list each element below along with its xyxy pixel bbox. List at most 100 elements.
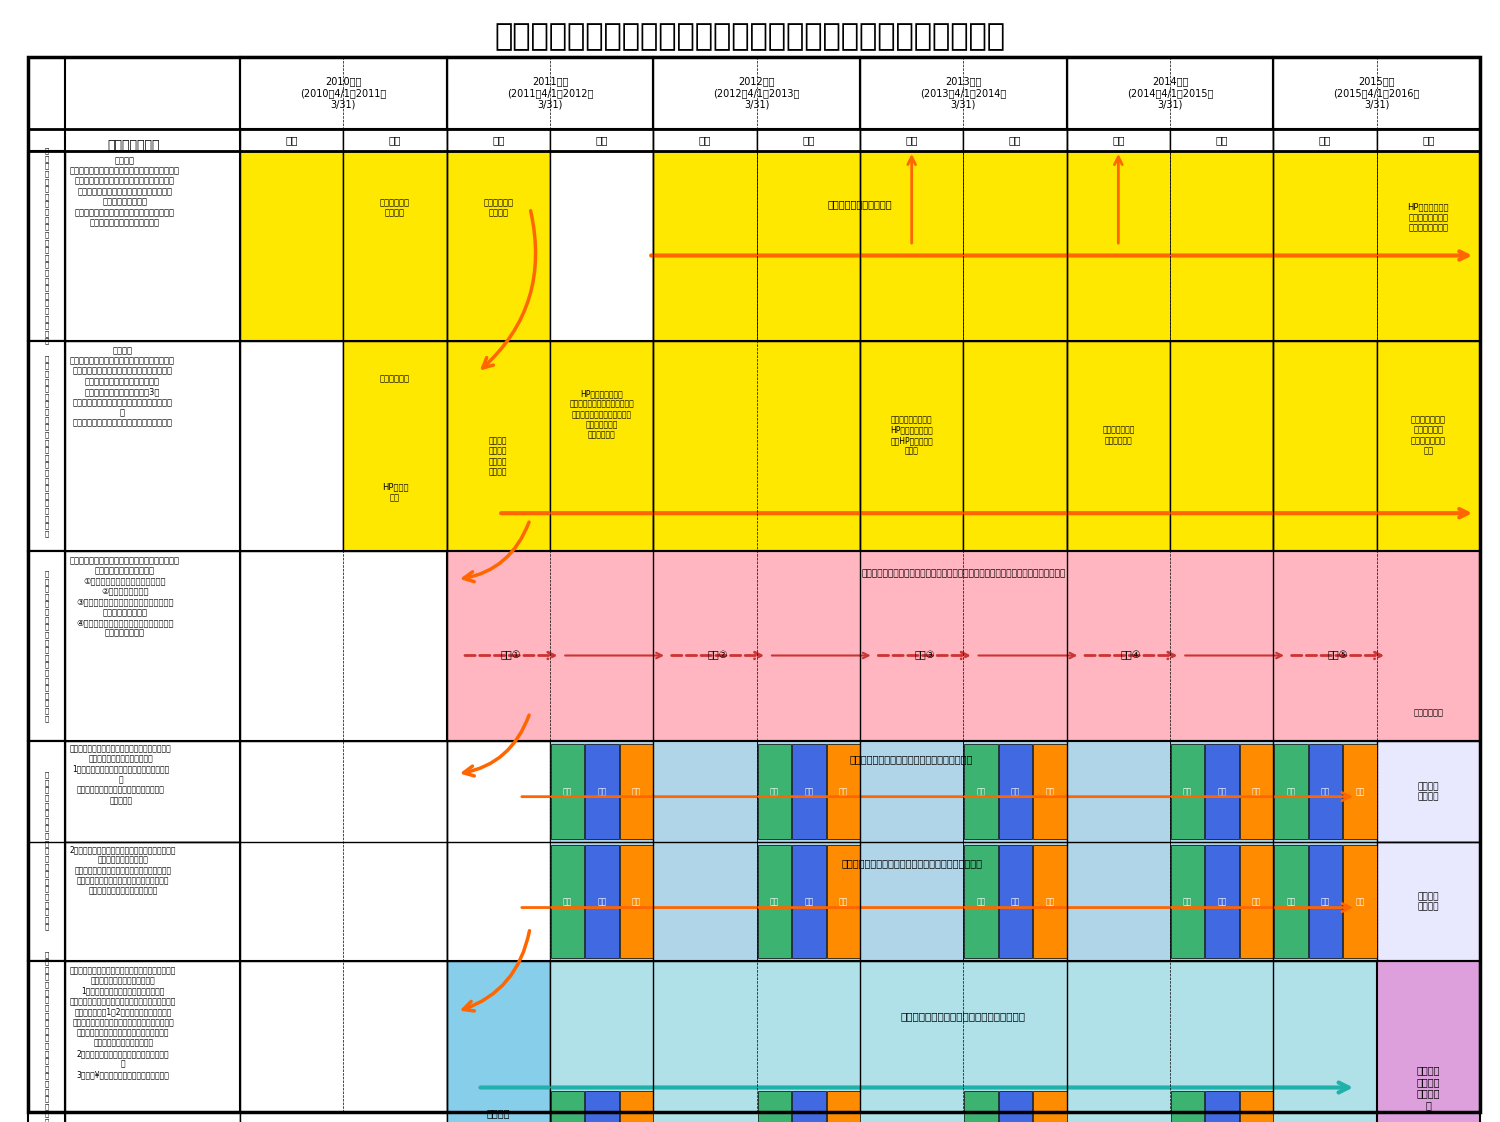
Text: 専門サイトとしての
HPのコンテンツ発
信、HP検索システ
ム構築: 専門サイトとしての HPのコンテンツ発 信、HP検索システ ム構築 <box>891 415 933 456</box>
Text: 評価: 評価 <box>1011 788 1020 797</box>
Bar <box>1170 341 1274 551</box>
Bar <box>1377 962 1480 1122</box>
Bar <box>1170 843 1274 962</box>
Bar <box>963 341 1066 551</box>
Bar <box>859 151 1066 341</box>
Text: 大
学
院
教
育
に
お
け
る
エ
ン
ド
・
オ
ブ
・
ラ
イ
フ
ケ
ア
看
護
学
の
教
育
・
研
究
・
実
践
の
統
合: 大 学 院 教 育 に お け る エ ン ド ・ オ ブ ・ ラ イ フ ケ … <box>45 951 48 1122</box>
Text: 改善: 改善 <box>1252 788 1262 797</box>
Bar <box>585 845 620 958</box>
Text: 改善: 改善 <box>1046 788 1054 797</box>
Text: 後期: 後期 <box>596 135 608 145</box>
Bar <box>859 129 963 151</box>
Text: 評価: 評価 <box>597 788 608 797</box>
Bar <box>447 741 550 962</box>
Bar <box>1310 845 1342 958</box>
Bar <box>756 129 859 151</box>
Bar <box>758 744 790 839</box>
Text: 2013年度
(2013年4/1～2014年
3/31): 2013年度 (2013年4/1～2014年 3/31) <box>920 76 1007 110</box>
Text: 改善: 改善 <box>1356 788 1365 797</box>
Text: HP・ロゴ
作成: HP・ロゴ 作成 <box>381 482 408 502</box>
Text: 改善: 改善 <box>839 898 848 907</box>
Bar <box>756 741 859 843</box>
Text: 前期: 前期 <box>699 135 711 145</box>
Text: 改善: 改善 <box>1356 898 1365 907</box>
Bar <box>550 1091 585 1122</box>
Text: 2010年度
(2010年4/1～2011年
3/31): 2010年度 (2010年4/1～2011年 3/31) <box>300 76 387 110</box>
Text: 実施: 実施 <box>1287 788 1296 797</box>
Bar <box>240 57 447 129</box>
Bar <box>550 129 654 151</box>
Text: 改善: 改善 <box>1046 898 1054 907</box>
Text: 前期: 前期 <box>285 135 298 145</box>
Bar <box>756 843 859 962</box>
Text: イギリスの緩
ケア視察: イギリスの緩 ケア視察 <box>380 199 410 218</box>
Text: ニュース
レター、
勉強会の
開催準備: ニュース レター、 勉強会の 開催準備 <box>489 436 507 477</box>
Bar <box>64 962 240 1122</box>
Bar <box>1034 845 1066 958</box>
Text: 後期: 後期 <box>1008 135 1022 145</box>
Text: エ
ン
ド
・
オ
ブ
・
ラ
イ
フ
ケ
ア
看
護
学
に
関
す
る
情
報
収
集
と
蓄
積: エ ン ド ・ オ ブ ・ ラ イ フ ケ ア 看 護 学 に 関 す る 情 … <box>45 148 48 344</box>
Bar <box>447 151 550 341</box>
Bar <box>1066 843 1170 962</box>
Bar <box>654 341 860 551</box>
Text: 開講記念講演: 開講記念講演 <box>380 375 410 384</box>
Bar <box>620 845 654 958</box>
Bar <box>654 741 756 843</box>
Text: 試行期間: 試行期間 <box>486 1107 510 1118</box>
Text: 地
域
社
会
に
向
け
た
普
及
の
た
め
の
発
信
と
相
互
交
流
の
推
進: 地 域 社 会 に 向 け た 普 及 の た め の 発 信 と 相 互 交 … <box>45 356 48 536</box>
Text: 【目的】日本型エンド・オブ・ライフケア看護学
の理論的基盤を構築する。
①領域横断的研究の企画推進と実施
②学術的成果の発信
③各年度で当該領域の専門学会での発: 【目的】日本型エンド・オブ・ライフケア看護学 の理論的基盤を構築する。 ①領域横… <box>70 557 180 637</box>
Text: 2012年度
(2012年4/1～2013年
3/31): 2012年度 (2012年4/1～2013年 3/31) <box>714 76 800 110</box>
Bar <box>240 551 447 741</box>
Bar <box>963 843 1066 962</box>
Bar <box>1274 741 1377 843</box>
Bar <box>240 741 447 962</box>
Bar <box>963 741 1066 843</box>
Text: 評価: 評価 <box>1322 898 1330 907</box>
Text: 改善: 改善 <box>839 788 848 797</box>
Bar <box>1342 744 1377 839</box>
Bar <box>447 551 1480 741</box>
Bar <box>827 1091 860 1122</box>
Bar <box>1066 57 1274 129</box>
Text: 【目的】
地域社会の人々がエンド・オブ・ライフケアに
関する考えを意識化し、専門家と共に医療の
在り方を考える機会を提供する。
内容：開講記念公演の開催　3月
: 【目的】 地域社会の人々がエンド・オブ・ライフケアに 関する考えを意識化し、専門… <box>70 346 176 427</box>
Bar <box>792 1091 825 1122</box>
Bar <box>1377 151 1480 341</box>
Bar <box>792 744 825 839</box>
Bar <box>240 341 344 551</box>
Text: 2014年度
(2014年4/1～2015年
3/31): 2014年度 (2014年4/1～2015年 3/31) <box>1126 76 1214 110</box>
Text: 領域②: 領域② <box>708 651 728 661</box>
Text: 改善: 改善 <box>1252 898 1262 907</box>
Bar <box>585 744 620 839</box>
Bar <box>1310 744 1342 839</box>
Bar <box>550 341 654 551</box>
Bar <box>550 741 654 843</box>
Bar <box>1275 744 1308 839</box>
Bar <box>1034 744 1066 839</box>
Bar <box>827 744 860 839</box>
Text: 実施: 実施 <box>1184 788 1192 797</box>
Bar <box>758 1091 790 1122</box>
Bar <box>64 741 240 843</box>
Bar <box>550 151 654 341</box>
Text: 実施: 実施 <box>770 898 778 907</box>
Bar <box>792 845 825 958</box>
Text: 2011年度
(2011年4/1～2012年
3/31): 2011年度 (2011年4/1～2012年 3/31) <box>507 76 592 110</box>
Text: 国内・国際シン
ポジウム開催: 国内・国際シン ポジウム開催 <box>1102 426 1134 445</box>
Bar <box>1170 741 1274 843</box>
Bar <box>344 129 447 151</box>
Bar <box>1274 129 1377 151</box>
Bar <box>1206 744 1239 839</box>
Text: 千葉大学　エンド・オブ・ライフケア看護学講座事業全体計画: 千葉大学 エンド・オブ・ライフケア看護学講座事業全体計画 <box>495 22 1005 52</box>
Bar <box>1377 129 1480 151</box>
Text: 実施: 実施 <box>770 788 778 797</box>
Text: 領域④: 領域④ <box>1120 651 1142 661</box>
Bar <box>1034 1091 1066 1122</box>
Text: 後期: 後期 <box>1422 135 1434 145</box>
Text: 教育・研
究・実践
成果の統
合: 教育・研 究・実践 成果の統 合 <box>1416 1065 1440 1110</box>
Bar <box>1240 845 1274 958</box>
Text: ド
・
オ
ブ
・
ラ
イ
フ
ケ
ア
看
護
学
教
育
の
実
践
と
評
価: ド ・ オ ブ ・ ラ イ フ ケ ア 看 護 学 教 育 の 実 践 と 評 … <box>45 772 48 930</box>
Text: 評価: 評価 <box>804 788 813 797</box>
Bar <box>585 1091 620 1122</box>
Bar <box>1240 744 1274 839</box>
Bar <box>1066 341 1170 551</box>
